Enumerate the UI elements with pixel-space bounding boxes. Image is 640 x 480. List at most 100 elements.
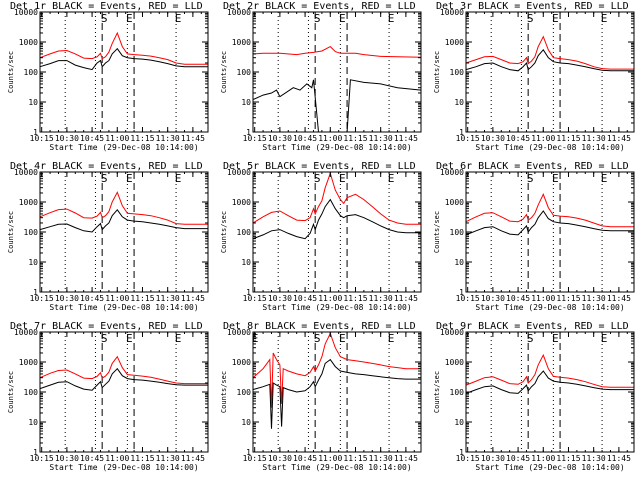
y-tick-label: 1: [459, 448, 464, 457]
panel-title: Det 7r BLACK = Events, RED = LLD: [10, 321, 203, 332]
event-marker-label: S: [527, 332, 534, 345]
y-axis-label: Counts/sec: [220, 51, 228, 93]
event-marker-label: E: [126, 172, 133, 185]
event-marker-label: S: [101, 172, 108, 185]
x-tick-label: 11:45: [394, 134, 418, 143]
y-tick-label: 1: [459, 128, 464, 137]
x-tick-label: 11:15: [343, 294, 367, 303]
y-tick-label: 10: [241, 98, 251, 107]
x-tick-label: 11:30: [156, 294, 180, 303]
y-axis-label: Counts/sec: [433, 371, 441, 413]
y-tick-label: 1: [33, 288, 38, 297]
y-tick-label: 10000: [14, 328, 38, 337]
y-tick-label: 10: [28, 98, 38, 107]
event-marker-label: E: [175, 172, 182, 185]
lld-rate-line: [252, 332, 421, 408]
y-tick-label: 1000: [445, 38, 464, 47]
x-axis-label: Start Time (29-Dec-08 10:14:00): [475, 463, 624, 472]
y-tick-label: 1000: [19, 38, 38, 47]
y-tick-label: 10000: [227, 168, 251, 177]
lld-rate-line: [252, 45, 422, 58]
y-tick-label: 100: [450, 388, 465, 397]
y-tick-label: 10: [28, 258, 38, 267]
x-tick-label: 10:45: [80, 454, 104, 463]
x-tick-label: 10:30: [55, 294, 79, 303]
y-tick-label: 1000: [445, 358, 464, 367]
y-tick-label: 100: [237, 68, 252, 77]
events-rate-line: [39, 367, 208, 391]
event-marker-label: E: [601, 12, 608, 25]
x-axis-label: Start Time (29-Dec-08 10:14:00): [262, 143, 411, 152]
detector-panel-6: Det 6r BLACK = Events, RED = LLD 1 10 100 10…: [433, 161, 635, 312]
lld-rate-line: [39, 355, 208, 385]
x-tick-label: 11:30: [156, 454, 180, 463]
x-tick-label: 11:00: [318, 454, 342, 463]
x-tick-label: 11:45: [607, 454, 631, 463]
event-marker-label: E: [126, 12, 133, 25]
x-tick-label: 11:30: [582, 294, 606, 303]
x-tick-label: 11:00: [105, 134, 129, 143]
x-tick-label: 11:30: [156, 134, 180, 143]
event-marker-label: E: [388, 12, 395, 25]
x-tick-label: 11:45: [181, 134, 205, 143]
y-tick-label: 1: [246, 448, 251, 457]
detector-panel-2: Det 2r BLACK = Events, RED = LLD 1 10 100 10…: [220, 1, 422, 152]
y-tick-label: 10000: [14, 168, 38, 177]
y-tick-label: 10: [241, 258, 251, 267]
panel-title: Det 6r BLACK = Events, RED = LLD: [436, 161, 629, 172]
x-tick-label: 10:30: [481, 454, 505, 463]
event-marker-label: S: [314, 332, 321, 345]
y-tick-label: 10000: [227, 8, 251, 17]
event-marker-label: E: [339, 12, 346, 25]
event-marker-label: E: [601, 172, 608, 185]
event-marker-label: S: [101, 332, 108, 345]
x-tick-label: 10:45: [506, 294, 530, 303]
y-tick-label: 10: [454, 258, 464, 267]
x-tick-label: 11:15: [130, 454, 154, 463]
x-tick-label: 10:30: [481, 134, 505, 143]
x-tick-label: 11:45: [607, 294, 631, 303]
x-tick-label: 10:45: [506, 134, 530, 143]
event-marker-label: E: [175, 12, 182, 25]
y-tick-label: 10000: [440, 328, 464, 337]
lld-rate-line: [39, 31, 208, 65]
x-tick-label: 11:45: [181, 454, 205, 463]
x-tick-label: 11:00: [105, 294, 129, 303]
lld-rate-line: [465, 193, 634, 228]
x-tick-label: 11:15: [556, 134, 580, 143]
detector-panel-7: Det 7r BLACK = Events, RED = LLD 1 10 100 10…: [7, 321, 209, 472]
panel-title: Det 8r BLACK = Events, RED = LLD: [223, 321, 416, 332]
x-tick-label: 10:15: [243, 454, 267, 463]
event-marker-label: S: [101, 12, 108, 25]
panel-title: Det 1r BLACK = Events, RED = LLD: [10, 1, 203, 12]
events-rate-line: [465, 370, 634, 394]
x-tick-label: 11:15: [556, 454, 580, 463]
x-tick-label: 10:30: [268, 134, 292, 143]
y-tick-label: 1000: [445, 198, 464, 207]
x-tick-label: 10:45: [80, 294, 104, 303]
x-tick-label: 10:30: [268, 454, 292, 463]
x-tick-label: 11:15: [343, 134, 367, 143]
x-tick-label: 10:45: [293, 294, 317, 303]
panel-title: Det 5r BLACK = Events, RED = LLD: [223, 161, 416, 172]
x-tick-label: 10:30: [55, 454, 79, 463]
event-marker-label: E: [126, 332, 133, 345]
x-tick-label: 11:00: [531, 134, 555, 143]
y-tick-label: 100: [237, 228, 252, 237]
lld-rate-line: [465, 35, 634, 70]
x-tick-label: 11:15: [556, 294, 580, 303]
y-tick-label: 1: [459, 288, 464, 297]
event-marker-label: E: [388, 172, 395, 185]
panel-title: Det 4r BLACK = Events, RED = LLD: [10, 161, 203, 172]
events-rate-line: [465, 48, 634, 72]
event-marker-label: E: [339, 332, 346, 345]
x-tick-label: 11:45: [394, 454, 418, 463]
x-axis-label: Start Time (29-Dec-08 10:14:00): [262, 463, 411, 472]
detector-panel-4: Det 4r BLACK = Events, RED = LLD 1 10 100 10…: [7, 161, 209, 312]
y-axis-label: Counts/sec: [433, 211, 441, 253]
x-tick-label: 10:45: [293, 454, 317, 463]
x-tick-label: 11:00: [318, 294, 342, 303]
y-tick-label: 10: [454, 418, 464, 427]
x-tick-label: 11:30: [369, 134, 393, 143]
y-tick-label: 100: [24, 228, 39, 237]
